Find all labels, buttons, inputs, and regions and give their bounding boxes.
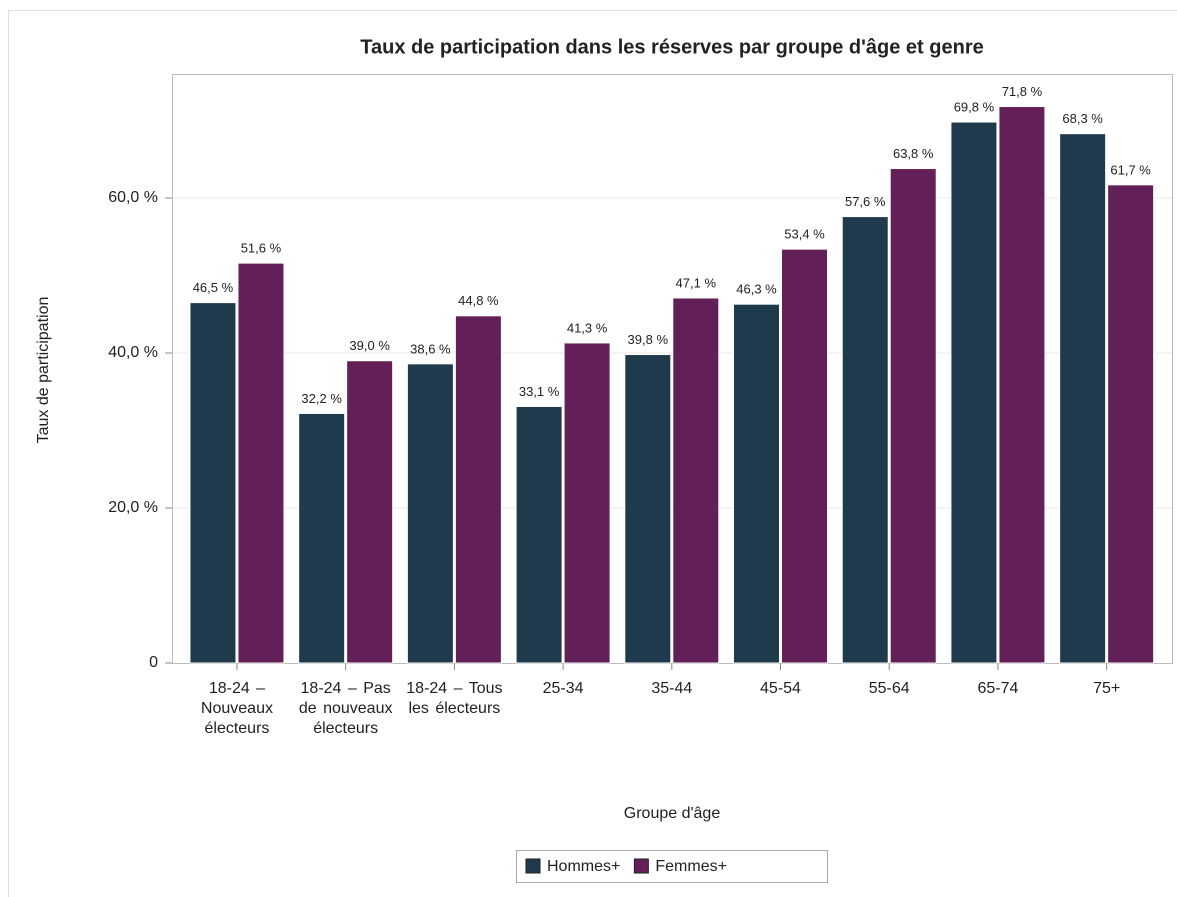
x-axis-label: Groupe d'âge xyxy=(624,805,721,822)
data-label: 39,8 % xyxy=(628,332,669,347)
y-tick-label: 40,0 % xyxy=(108,344,158,361)
x-tick-label-box: 18-24 – Nouveaux électeurs xyxy=(200,680,273,737)
bar xyxy=(189,302,237,664)
x-tick-label: 18-24 – Pas de nouveaux électeurs xyxy=(298,680,393,737)
bar xyxy=(1107,184,1155,664)
legend-swatch xyxy=(633,858,649,874)
bar xyxy=(406,363,454,664)
y-tick-label: 0 xyxy=(149,654,158,671)
data-label: 47,1 % xyxy=(676,275,717,290)
data-label: 33,1 % xyxy=(519,384,560,399)
legend-label: Hommes+ xyxy=(547,858,620,875)
plot-frame xyxy=(172,74,1173,664)
data-label: 63,8 % xyxy=(893,146,934,161)
data-label: 44,8 % xyxy=(458,293,499,308)
bar xyxy=(563,342,611,664)
x-tick-label: 45-54 xyxy=(760,680,801,697)
bar xyxy=(950,121,998,664)
y-axis-label: Taux de participation xyxy=(35,297,52,444)
data-label: 46,5 % xyxy=(193,280,234,295)
x-tick-label-box: 18-24 – Pas de nouveaux électeurs xyxy=(298,680,393,737)
y-tick-label: 60,0 % xyxy=(108,189,158,206)
bar xyxy=(454,315,502,664)
x-tick-label-box: 25-34 xyxy=(542,680,584,697)
bar xyxy=(515,405,563,664)
x-tick-label: 25-34 xyxy=(542,680,584,697)
data-label: 69,8 % xyxy=(954,99,995,114)
x-tick-label: 75+ xyxy=(1093,680,1121,697)
bar xyxy=(841,216,889,664)
legend-label: Femmes+ xyxy=(655,858,727,875)
chart-title: Taux de participation dans les réserves … xyxy=(360,36,983,58)
data-label: 38,6 % xyxy=(410,341,451,356)
x-tick-label-box: 45-54 xyxy=(760,680,801,697)
x-tick-label: 65-74 xyxy=(977,680,1019,697)
bar xyxy=(624,354,672,664)
page-border xyxy=(8,10,1177,897)
legend: Hommes+ Femmes+ xyxy=(516,850,828,883)
data-label: 41,3 % xyxy=(567,320,608,335)
bar xyxy=(237,262,285,664)
bar xyxy=(298,412,346,664)
data-label: 61,7 % xyxy=(1110,162,1151,177)
data-label: 68,3 % xyxy=(1062,111,1103,126)
data-label: 46,3 % xyxy=(736,282,777,297)
bar xyxy=(781,248,829,664)
x-tick-label: 18-24 – Tous les électeurs xyxy=(406,680,503,717)
data-label: 32,2 % xyxy=(301,391,342,406)
bar xyxy=(672,297,720,664)
data-label: 51,6 % xyxy=(241,241,282,256)
x-tick-label: 18-24 – Nouveaux électeurs xyxy=(200,680,273,737)
legend-swatch xyxy=(525,858,541,874)
bar xyxy=(733,303,781,664)
y-tick-label: 20,0 % xyxy=(108,499,158,516)
x-tick-label: 35-44 xyxy=(651,680,693,697)
x-tick-label-box: 75+ xyxy=(1093,680,1121,697)
x-tick-label-box: 35-44 xyxy=(651,680,693,697)
x-tick-label-box: 55-64 xyxy=(868,680,910,697)
bar xyxy=(889,168,937,664)
data-label: 71,8 % xyxy=(1002,84,1043,99)
bar xyxy=(346,360,394,664)
data-label: 53,4 % xyxy=(784,227,825,242)
legend-frame xyxy=(516,850,828,883)
data-label: 57,6 % xyxy=(845,194,886,209)
bar xyxy=(998,106,1046,664)
bar xyxy=(1059,133,1107,664)
x-tick-label-box: 65-74 xyxy=(977,680,1019,697)
x-tick-label-box: 18-24 – Tous les électeurs xyxy=(406,680,503,717)
data-label: 39,0 % xyxy=(349,338,390,353)
x-tick-label: 55-64 xyxy=(868,680,910,697)
